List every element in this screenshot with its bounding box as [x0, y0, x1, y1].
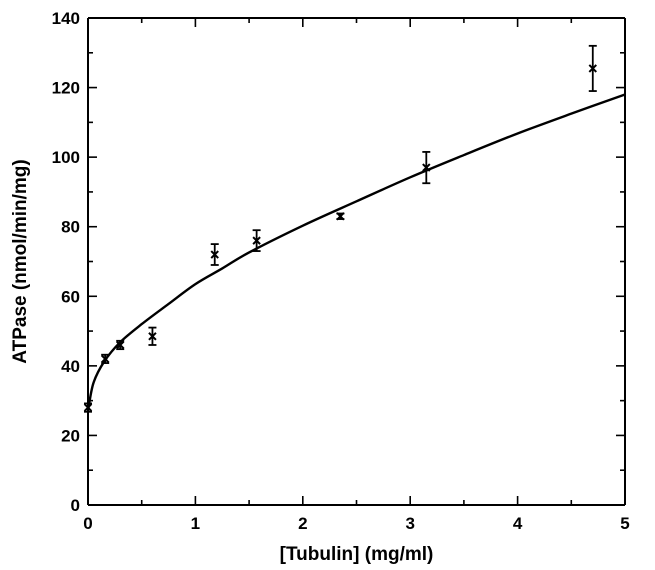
- x-tick-label: 1: [191, 514, 200, 533]
- data-point: [148, 326, 157, 346]
- point-marker: [252, 236, 261, 245]
- y-tick-label: 40: [61, 357, 80, 376]
- y-tick-label: 20: [61, 426, 80, 445]
- x-axis-ticks: 0 1 2 3 4 5: [83, 18, 630, 533]
- data-point: [422, 151, 431, 185]
- y-tick-label: 100: [52, 148, 80, 167]
- x-tick-label: 3: [405, 514, 414, 533]
- x-tick-label: 0: [83, 514, 92, 533]
- point-marker: [336, 212, 345, 221]
- x-tick-label: 4: [513, 514, 523, 533]
- point-marker: [422, 163, 431, 172]
- x-tick-label: 5: [620, 514, 629, 533]
- point-marker: [116, 340, 125, 350]
- y-tick-label: 140: [52, 9, 80, 28]
- data-point: [588, 44, 597, 92]
- y-tick-label: 120: [52, 79, 80, 98]
- point-marker: [588, 64, 597, 73]
- data-point: [336, 212, 345, 221]
- x-axis-title: [Tubulin] (mg/ml): [280, 544, 434, 565]
- y-tick-label: 0: [71, 496, 80, 515]
- data-point: [116, 339, 125, 351]
- plot-area: [83, 44, 626, 413]
- fitted-curve: [86, 93, 626, 412]
- data-point: [100, 353, 110, 364]
- y-tick-label: 60: [61, 287, 80, 306]
- x-tick-label: 2: [298, 514, 307, 533]
- y-axis-title: ATPase (nmol/min/mg): [10, 159, 31, 363]
- point-marker: [210, 250, 219, 259]
- point-marker: [100, 354, 110, 364]
- data-point: [252, 229, 261, 252]
- point-marker: [148, 332, 157, 341]
- y-axis-ticks: 0 20 40 60 80 100 120 140: [52, 9, 625, 515]
- y-tick-label: 80: [61, 218, 80, 237]
- data-point: [210, 243, 219, 266]
